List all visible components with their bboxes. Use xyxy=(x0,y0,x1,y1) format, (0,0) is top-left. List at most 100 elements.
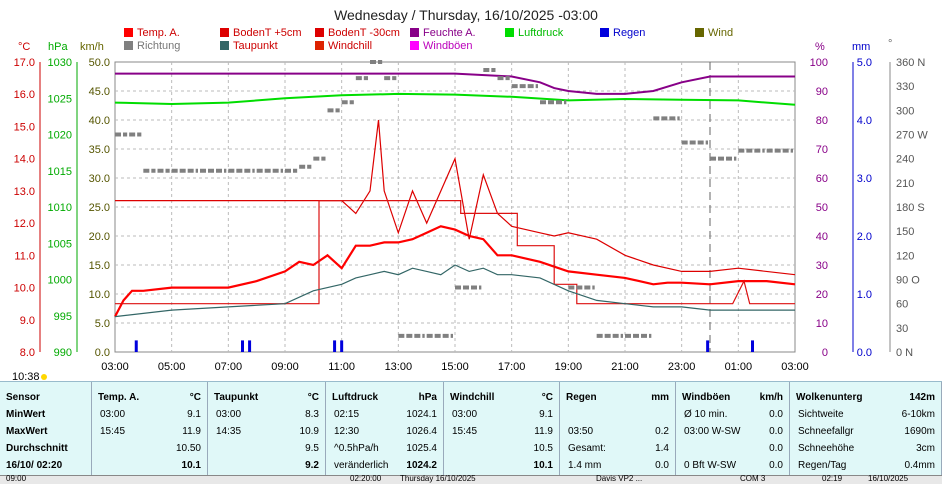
column-head: Luftdruck xyxy=(332,392,379,403)
legend-label: Windböen xyxy=(423,40,473,52)
press-tick: 1005 xyxy=(48,238,72,250)
press-tick: 1025 xyxy=(48,93,72,105)
column-unit: hPa xyxy=(418,392,437,403)
column-head: Sensor xyxy=(6,392,40,403)
legend-swatch xyxy=(410,28,419,37)
cell-value: 9.2 xyxy=(305,460,319,471)
column-unit: °C xyxy=(189,392,201,403)
press-tick: 990 xyxy=(54,347,72,359)
cell-label: Gesamt: xyxy=(568,443,606,454)
hum-tick: 100 xyxy=(810,57,828,69)
cell-value: 1024.2 xyxy=(406,460,437,471)
cell-value: 0.0 xyxy=(769,443,783,454)
wind-tick: 40.0 xyxy=(89,115,110,127)
column-head: Temp. A. xyxy=(98,392,140,403)
hum-tick: 90 xyxy=(816,86,828,98)
statistics-table: Sensor MinWert MaxWert Durchschnitt 16/10/ 0… xyxy=(0,381,942,476)
dir-tick: 90 O xyxy=(896,275,920,287)
table-column: Windchill °C 03:00 9.1 15:45 11.9 10.5 10.1 xyxy=(444,382,560,476)
hum-tick: 40 xyxy=(816,231,828,243)
column-head: Regen xyxy=(566,392,597,403)
rain-tick: 5.0 xyxy=(857,57,872,69)
column-head: Wolkenunterg xyxy=(796,392,863,403)
cell-label: 03:00 xyxy=(452,409,478,420)
column-head: Windböen xyxy=(682,392,731,403)
x-tick: 19:00 xyxy=(555,361,583,373)
column-unit: °C xyxy=(307,392,319,403)
legend-label: Richtung xyxy=(137,40,180,52)
legend-swatch xyxy=(124,41,133,50)
wind-tick: 35.0 xyxy=(89,144,110,156)
legend-swatch xyxy=(600,28,609,37)
rain-tick: 4.0 xyxy=(857,115,872,127)
cell-label: Sichtweite xyxy=(798,409,844,420)
status-field: 16/10/2025 xyxy=(868,474,909,483)
legend-swatch xyxy=(315,41,324,50)
cell-value: 9.1 xyxy=(539,409,553,420)
hum-tick: 20 xyxy=(816,289,828,301)
cell-label: 0 Bft W-SW xyxy=(684,460,737,471)
table-column: Taupunkt °C 03:00 8.3 14:35 10.9 9.5 9.2 xyxy=(208,382,326,476)
rain-tick: 1.0 xyxy=(857,289,872,301)
status-field: COM 3 xyxy=(740,474,766,483)
temp-tick: 12.0 xyxy=(14,218,35,230)
cell-value: 0.0 xyxy=(655,460,669,471)
legend-label: Regen xyxy=(613,27,645,39)
x-tick: 11:00 xyxy=(328,361,355,373)
series-line-bodent-cm xyxy=(115,119,796,276)
temp-tick: 17.0 xyxy=(14,57,35,69)
unit-wind: km/h xyxy=(80,41,104,53)
dir-tick: 30 xyxy=(896,323,908,335)
cell-label: 02:15 xyxy=(334,409,360,420)
legend-label: BodenT +5cm xyxy=(233,27,302,39)
cell-value: 0.4mm xyxy=(904,460,935,471)
legend-label: Taupunkt xyxy=(233,40,278,52)
press-tick: 995 xyxy=(54,311,72,323)
legend-swatch xyxy=(220,28,229,37)
dir-tick: 330 xyxy=(896,81,914,93)
cell-label: 16/10/ 02:20 xyxy=(6,460,63,471)
cell-value: 10.1 xyxy=(181,460,201,471)
legend-swatch xyxy=(220,41,229,50)
legend-label: Wind xyxy=(708,27,733,39)
x-tick: 01:00 xyxy=(725,361,753,373)
hum-tick: 0 xyxy=(822,347,828,359)
chart-title: Wednesday / Thursday, 16/10/2025 -03:00 xyxy=(334,7,598,23)
series-line-temp-a- xyxy=(114,225,796,318)
temp-tick: 10.0 xyxy=(14,283,35,295)
series-layer xyxy=(114,60,796,338)
table-column: Windböen km/h Ø 10 min. 0.0 03:00 W-SW 0.0 0.0… xyxy=(676,382,790,476)
legend-label: Windchill xyxy=(328,40,372,52)
series-line-bodent-cm xyxy=(115,200,795,305)
cell-value: 1690m xyxy=(904,426,935,437)
series-line-luftdruck xyxy=(114,92,796,106)
weather-chart: Wednesday / Thursday, 16/10/2025 -03:00 … xyxy=(12,7,928,381)
press-tick: 1010 xyxy=(48,202,72,214)
cell-label: MaxWert xyxy=(6,426,48,437)
wind-tick: 20.0 xyxy=(89,231,110,243)
press-tick: 1020 xyxy=(48,130,72,142)
table-column: Sensor MinWert MaxWert Durchschnitt 16/10/ 0… xyxy=(0,382,92,476)
temp-tick: 16.0 xyxy=(14,89,35,101)
x-tick: 23:00 xyxy=(668,361,696,373)
status-field: 02:19 xyxy=(822,474,843,483)
wind-tick: 45.0 xyxy=(89,86,110,98)
series-line-taupunkt xyxy=(114,264,795,318)
x-tick: 05:00 xyxy=(158,361,186,373)
rain-bar xyxy=(751,340,754,352)
column-unit: 142m xyxy=(909,392,935,403)
cell-label: 03:00 xyxy=(216,409,242,420)
cell-value: 0.0 xyxy=(769,460,783,471)
dir-tick: 0 N xyxy=(896,347,913,359)
column-head: Taupunkt xyxy=(214,392,259,403)
wind-tick: 50.0 xyxy=(89,57,110,69)
status-bar: 09:00 02:20:00 Thursday 16/10/2025 Davis VP… xyxy=(0,474,942,484)
rain-tick: 3.0 xyxy=(857,173,872,185)
cell-label: MinWert xyxy=(6,409,46,420)
rain-bar xyxy=(241,340,244,352)
dir-tick: 60 xyxy=(896,299,908,311)
wind-tick: 10.0 xyxy=(89,289,110,301)
hum-tick: 10 xyxy=(816,318,828,330)
cell-value: 6-10km xyxy=(901,409,935,420)
rain-bars xyxy=(134,340,754,352)
